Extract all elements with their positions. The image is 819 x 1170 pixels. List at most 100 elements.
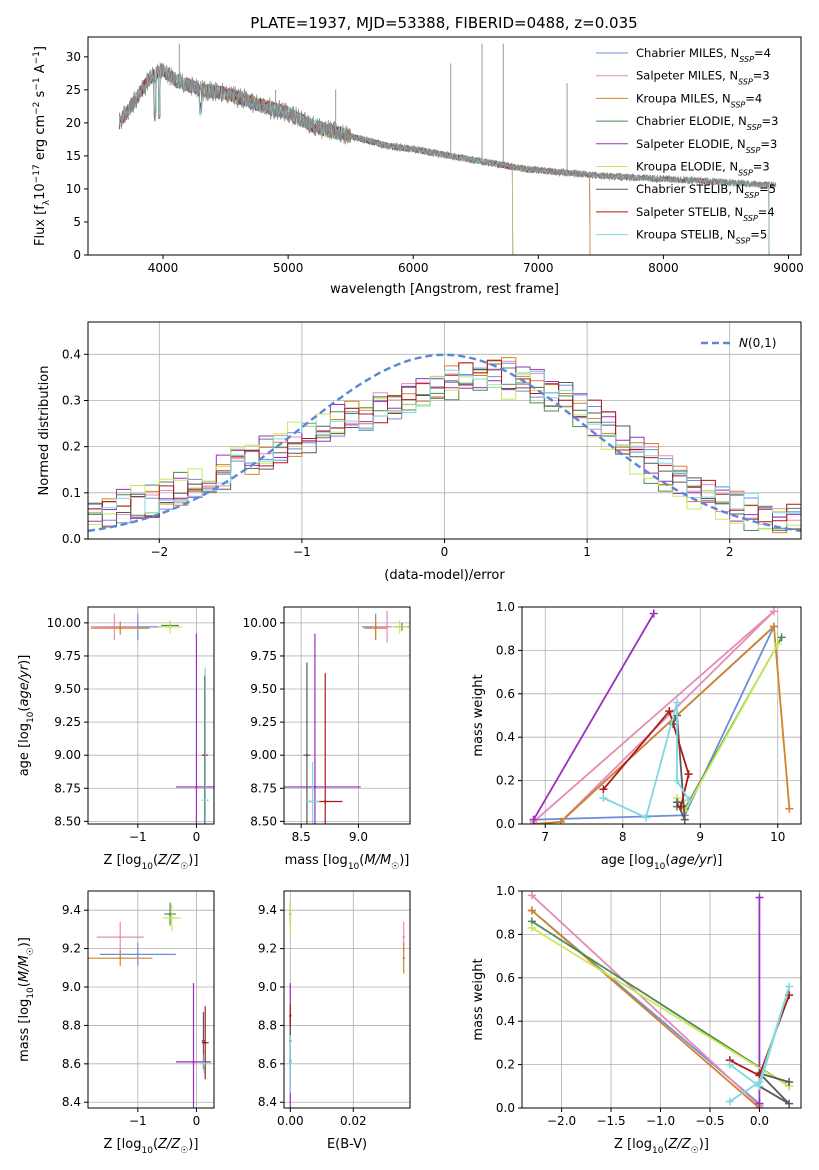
label-part: mass [log: [285, 853, 348, 868]
spectrum-observed: [118, 62, 777, 190]
legend-label: Kroupa MILES, NSSP=4: [636, 91, 762, 109]
data-point: [136, 953, 140, 956]
series-line: [533, 624, 791, 824]
x-tick-label: −2.0: [547, 1114, 576, 1128]
label-part: )]: [712, 853, 722, 868]
series-marker: [725, 1097, 734, 1106]
legend-eq: =5: [759, 182, 776, 196]
y-tick-label: 0.3: [62, 393, 81, 407]
legend-eq: =3: [762, 114, 779, 128]
series-marker: [725, 1060, 734, 1069]
x-tick-label: 9000: [773, 261, 804, 275]
label-part: )]: [699, 1137, 709, 1152]
x-tick-label: −1: [293, 545, 311, 559]
y-axis-label: age [log10(age/yr)]: [17, 655, 36, 777]
series-marker: [556, 817, 565, 824]
data-point: [311, 800, 314, 803]
y-tick-label: 8.6: [258, 1057, 277, 1071]
data-point: [374, 626, 377, 630]
series-marker: [529, 815, 538, 824]
y-tick-label: 9.4: [62, 903, 81, 917]
panel-mass-vs-EBV: 0.00 0.02 8.4 8.6 8.8 9.0 9.2 9.4 E(B-V): [258, 890, 411, 1152]
y-tick-label: 8.4: [62, 1095, 81, 1109]
legend-text: Salpeter ELODIE, N: [636, 137, 746, 151]
legend-label: Chabrier STELIB, NSSP=5: [636, 182, 776, 200]
legend-label: Salpeter ELODIE, NSSP=3: [636, 137, 777, 155]
y-axis-label: mass weight: [471, 958, 486, 1040]
series-line: [531, 920, 790, 1088]
series-marker: [785, 982, 794, 991]
x-tick-label: 0: [193, 1114, 201, 1128]
label-part: )]: [188, 1137, 198, 1152]
label-part: ☉: [180, 862, 188, 872]
y-tick-label: 1.0: [496, 600, 515, 614]
axes-frame: [521, 606, 802, 825]
y-tick-label: 1.0: [496, 884, 515, 898]
label-part: 10: [141, 862, 153, 872]
plot-area: [90, 613, 214, 824]
series-marker: [676, 802, 685, 811]
legend-sub: SSP: [746, 145, 761, 154]
label-part: age [log: [601, 853, 654, 868]
x-tick-label: 0.02: [340, 1114, 367, 1128]
y-tick-label: 0.6: [496, 687, 515, 701]
series-marker: [527, 923, 536, 932]
y-tick-label: 9.4: [258, 903, 277, 917]
data-point: [168, 625, 172, 629]
label-part: (: [153, 853, 158, 868]
legend-eq: =3: [753, 160, 770, 174]
label-part: (: [663, 1137, 668, 1152]
data-point: [195, 785, 198, 789]
series-salpeter-miles: [527, 891, 764, 1108]
x-tick-label: 5000: [273, 261, 304, 275]
x-tick-label: 8.5: [292, 830, 311, 844]
legend-sub: SSP: [731, 100, 746, 109]
series-marker: [665, 707, 674, 716]
y-tick-label: 0.4: [62, 347, 81, 361]
data-point: [305, 753, 309, 757]
x-axis-label: wavelength [Angstrom, rest frame]: [330, 282, 559, 297]
series-marker: [673, 698, 681, 707]
legend-text: Salpeter MILES, N: [636, 69, 738, 83]
y-tick-label: 8.8: [62, 1018, 81, 1032]
data-point: [202, 1039, 205, 1042]
x-tick-label: −0.5: [695, 1114, 724, 1128]
series-kroupa-stelib: [599, 698, 693, 822]
y-tick-label: 9.00: [250, 748, 277, 762]
legend-sub: SSP: [738, 77, 753, 86]
plot-area: [527, 891, 794, 1108]
label-part: ☉: [26, 947, 36, 955]
x-tick-label: 4000: [148, 261, 179, 275]
y-tick-label: 9.25: [54, 715, 81, 729]
series-marker: [680, 815, 689, 824]
series-marker: [773, 639, 782, 648]
plot-area: [88, 353, 801, 534]
plot-area: [289, 902, 405, 1108]
point-kroupa-elodie: [158, 620, 182, 634]
series-chabrier-miles: [529, 622, 778, 824]
x-axis-label: Z [log10(Z/Z☉)]: [104, 853, 199, 872]
data-point: [113, 625, 116, 629]
point-kroupa-elodie: [391, 620, 408, 634]
label-part: (: [665, 853, 670, 868]
x-tick-label: −1.0: [646, 1114, 675, 1128]
label-part: s: [33, 90, 48, 101]
series-marker: [769, 607, 778, 616]
y-tick-label: 15: [66, 149, 81, 163]
label-part: −1: [32, 51, 42, 64]
data-point: [402, 957, 405, 960]
legend-sub: SSP: [747, 123, 762, 132]
panel-age-vs-mass: 8.5 9.0 8.50 8.75 9.00 9.25 9.50 9.75 10.00 mass …: [243, 606, 411, 872]
series-marker: [599, 793, 608, 802]
plot-area: [118, 43, 777, 255]
y-tick-label: 9.2: [62, 942, 81, 956]
x-tick-label: −1: [129, 830, 147, 844]
label-part: Z/Z: [668, 1137, 692, 1152]
legend-text: Kroupa ELODIE, N: [636, 160, 738, 174]
point-chabrier-miles: [99, 942, 176, 966]
label-part: )]: [188, 853, 198, 868]
axes-frame: [283, 890, 411, 1109]
y-tick-label: 9.0: [258, 980, 277, 994]
